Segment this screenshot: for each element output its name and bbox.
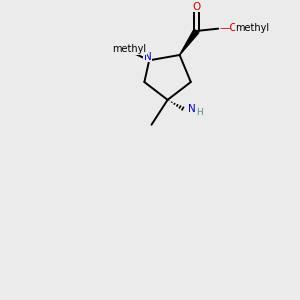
Text: methyl: methyl xyxy=(112,44,147,54)
Text: H: H xyxy=(196,108,203,117)
Text: —O: —O xyxy=(220,23,239,33)
Text: O: O xyxy=(192,2,200,12)
Text: N: N xyxy=(144,52,152,61)
Text: N: N xyxy=(188,104,195,114)
Text: methyl: methyl xyxy=(236,23,269,33)
Polygon shape xyxy=(180,29,199,55)
